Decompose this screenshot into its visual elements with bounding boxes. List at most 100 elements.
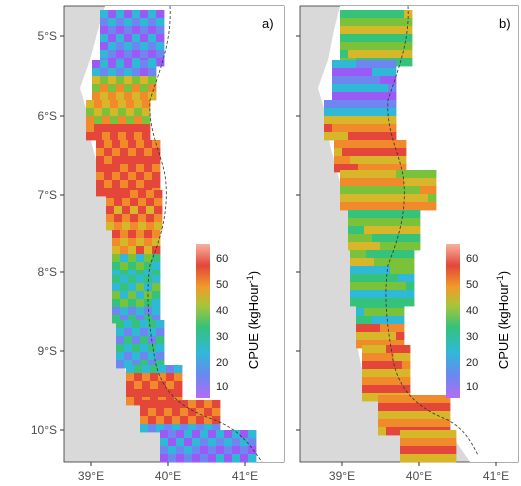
cpue-cell <box>132 344 141 353</box>
cpue-cell <box>116 60 125 69</box>
cpue-cell <box>146 222 155 231</box>
cpue-cell <box>396 308 405 317</box>
cpue-cell <box>144 246 153 255</box>
cpue-cell <box>240 446 249 455</box>
cpue-cell <box>404 210 413 219</box>
cpue-cell <box>184 430 193 439</box>
cpue-cell <box>400 446 409 455</box>
cpue-cell <box>394 361 403 370</box>
cpue-cell <box>420 194 429 203</box>
cpue-cell <box>184 454 193 463</box>
cpue-cell <box>164 416 173 425</box>
cpue-cell <box>156 344 165 353</box>
cpue-cell <box>364 242 373 251</box>
cpue-cell <box>116 42 125 51</box>
cpue-cell <box>374 274 383 283</box>
cpue-cell <box>332 116 341 125</box>
cpue-cell <box>130 206 139 215</box>
cpue-cell <box>388 132 397 141</box>
cpue-cell <box>172 424 181 433</box>
cpue-cell <box>142 124 151 133</box>
cpue-cell <box>388 68 397 77</box>
cpue-cell <box>120 299 129 308</box>
cpue-cell <box>394 427 403 436</box>
cpue-cell <box>396 178 405 187</box>
cpue-cell <box>174 389 183 398</box>
cpue-cell <box>200 438 209 447</box>
cpue-cell <box>120 254 129 263</box>
cpue-cell <box>388 340 397 349</box>
cpue-cell <box>412 178 421 187</box>
cpue-cell <box>208 430 217 439</box>
cpue-cell <box>402 361 411 370</box>
cpue-cell <box>364 340 373 349</box>
cpue-cell <box>396 332 405 341</box>
cpue-cell <box>372 108 381 117</box>
cpue-cell <box>340 84 349 93</box>
cpue-cell <box>380 340 389 349</box>
cpue-cell <box>382 148 391 157</box>
cpue-cell <box>396 202 405 211</box>
cpue-cell <box>110 100 119 109</box>
cpue-cell <box>184 446 193 455</box>
cpue-cell <box>448 446 457 455</box>
cpue-cell <box>428 194 437 203</box>
cpue-cell <box>356 132 365 141</box>
cpue-cell <box>408 438 417 447</box>
cpue-cell <box>378 419 387 428</box>
cpue-cell <box>168 430 177 439</box>
cpue-cell <box>390 266 399 275</box>
cpue-cell <box>342 148 351 157</box>
cpue-cell <box>204 416 213 425</box>
cpue-cell <box>138 214 147 223</box>
cpue-cell <box>358 164 367 173</box>
cpue-cell <box>132 60 141 69</box>
cpue-cell <box>396 226 405 235</box>
cpue-cell <box>104 140 113 149</box>
cpue-cell <box>232 446 241 455</box>
cpue-cell <box>216 430 225 439</box>
cpue-cell <box>398 148 407 157</box>
panel-b-legend-tick: 10 <box>466 381 478 393</box>
cpue-cell <box>172 400 181 409</box>
cpue-cell <box>136 180 145 189</box>
cpue-cell <box>426 411 435 420</box>
cpue-cell <box>144 148 153 157</box>
cpue-cell <box>364 124 373 133</box>
cpue-cell <box>420 170 429 179</box>
cpue-cell <box>96 156 105 165</box>
cpue-cell <box>100 42 109 51</box>
cpue-cell <box>136 291 145 300</box>
cpue-cell <box>146 198 155 207</box>
cpue-cell <box>402 385 411 394</box>
cpue-cell <box>402 419 411 428</box>
cpue-cell <box>136 283 145 292</box>
cpue-cell <box>348 18 357 27</box>
cpue-cell <box>148 60 157 69</box>
cpue-cell <box>406 282 415 291</box>
cpue-cell <box>394 377 403 386</box>
cpue-cell <box>364 116 373 125</box>
cpue-cell <box>100 50 109 59</box>
cpue-cell <box>154 190 163 199</box>
cpue-cell <box>140 42 149 51</box>
cpue-cell <box>112 164 121 173</box>
cpue-cell <box>362 361 371 370</box>
cpue-cell <box>128 246 137 255</box>
cpue-cell <box>356 308 365 317</box>
cpue-cell <box>136 140 145 149</box>
cpue-cell <box>106 222 115 231</box>
cpue-cell <box>86 132 95 141</box>
cpue-cell <box>374 290 383 299</box>
cpue-cell <box>120 148 129 157</box>
cpue-cell <box>146 214 155 223</box>
y-tick-label: 6°S <box>38 109 57 123</box>
cpue-cell <box>96 164 105 173</box>
cpue-cell <box>386 377 395 386</box>
cpue-cell <box>356 218 365 227</box>
cpue-cell <box>116 26 125 35</box>
cpue-cell <box>108 26 117 35</box>
cpue-cell <box>366 164 375 173</box>
cpue-cell <box>148 50 157 59</box>
cpue-cell <box>380 108 389 117</box>
